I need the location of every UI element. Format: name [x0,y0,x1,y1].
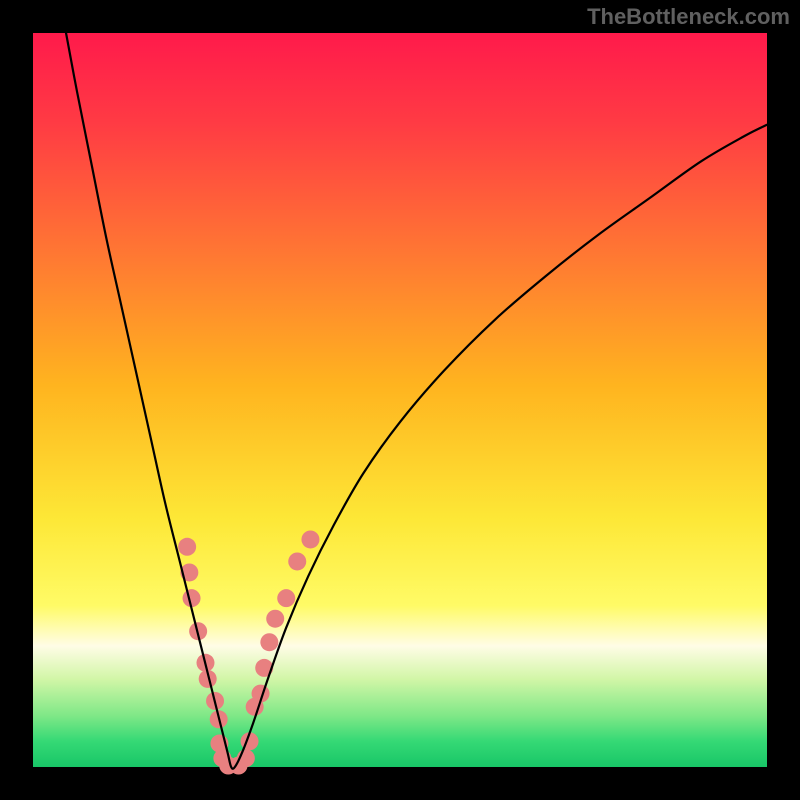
data-marker [277,589,295,607]
chart-svg [0,0,800,800]
bottleneck-chart: TheBottleneck.com [0,0,800,800]
data-marker [301,530,319,548]
watermark-text: TheBottleneck.com [587,4,790,30]
data-marker [266,610,284,628]
data-marker [178,538,196,556]
data-marker [288,552,306,570]
data-marker [260,633,278,651]
